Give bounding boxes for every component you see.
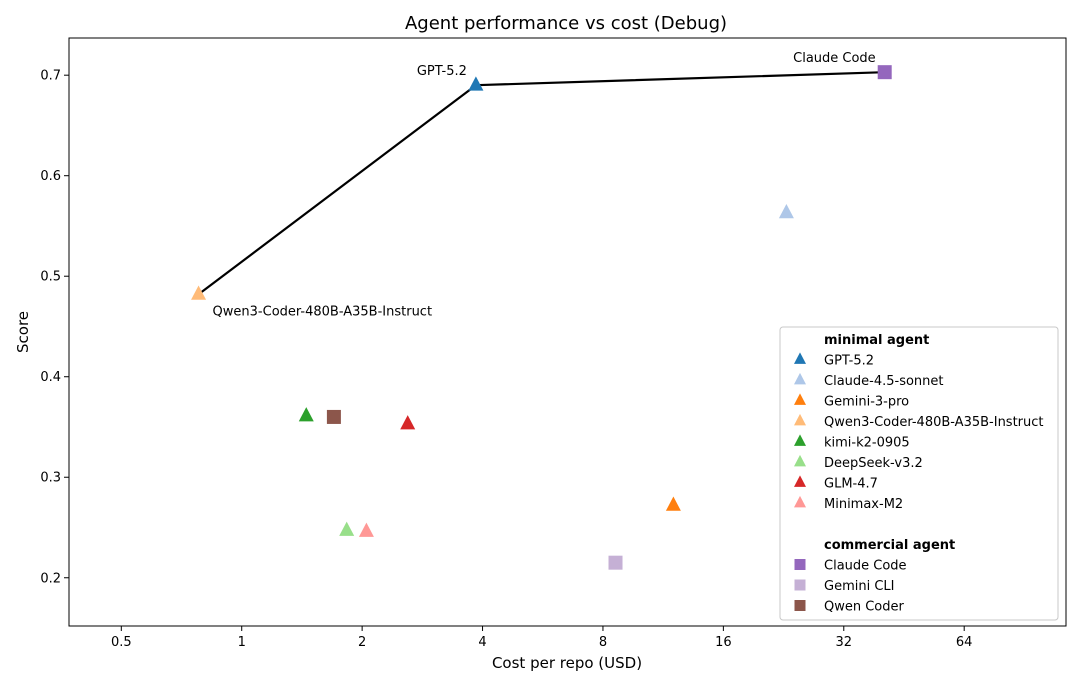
- legend-label-kimi-k2-0905: kimi-k2-0905: [824, 436, 910, 451]
- annotation-gpt-5-2: GPT-5.2: [417, 64, 467, 79]
- legend-label-gemini-3-pro: Gemini-3-pro: [824, 395, 909, 410]
- legend-label-gemini-cli: Gemini CLI: [824, 579, 894, 594]
- legend-label-glm-4-7: GLM-4.7: [824, 477, 878, 492]
- legend-label-gpt-5-2: GPT-5.2: [824, 354, 874, 369]
- x-axis-title: Cost per repo (USD): [492, 654, 642, 672]
- y-axis-title: Score: [14, 311, 32, 353]
- legend-label-deepseek-v3-2: DeepSeek-v3.2: [824, 456, 923, 471]
- legend-label-minimax-m2: Minimax-M2: [824, 497, 903, 512]
- data-points: [191, 65, 892, 570]
- legend-label-claude-code: Claude Code: [824, 559, 907, 574]
- x-tick-label: 32: [836, 635, 853, 650]
- legend-label-qwen-coder: Qwen Coder: [824, 600, 905, 615]
- x-tick-label: 2: [358, 635, 366, 650]
- legend-marker-deepseek-v3-2: [794, 454, 806, 467]
- legend: minimal agent GPT-5.2 Claude-4.5-sonnet Gem…: [779, 326, 1059, 621]
- x-tick-label: 64: [956, 635, 973, 650]
- y-tick-label: 0.6: [40, 169, 61, 184]
- frontier-line-group: [197, 71, 885, 296]
- x-tick-label: 4: [478, 635, 486, 650]
- legend-marker-gemini-3-pro: [794, 393, 806, 405]
- x-tick-label: 16: [715, 635, 732, 650]
- point-glm-4-7: [400, 415, 416, 430]
- legend-label-claude-4-5-sonnet: Claude-4.5-sonnet: [824, 374, 944, 389]
- point-qwen3-coder-480b-a35b-instruct: [191, 285, 207, 300]
- legend-marker-minimax-m2: [794, 495, 806, 508]
- y-tick-label: 0.4: [40, 370, 61, 385]
- y-tick-label: 0.3: [40, 471, 61, 486]
- point-gemini-cli: [608, 555, 623, 570]
- plot-frame: [68, 37, 1067, 627]
- x-axis-ticks: 0.5 1 2 4 8 16 32 64: [111, 626, 973, 650]
- annotation-claude-code: Claude Code: [793, 51, 876, 66]
- point-gpt-5-2: [468, 76, 484, 91]
- y-axis-ticks: 0.2 0.3 0.4 0.5 0.6 0.7: [40, 69, 69, 586]
- legend-heading-commercial-agent: commercial agent: [824, 538, 955, 553]
- annotation-qwen3-coder-480b-a35b-instruct: Qwen3-Coder-480B-A35B-Instruct: [213, 304, 433, 319]
- legend-marker-claude-4-5-sonnet: [794, 372, 806, 385]
- point-claude-code: [877, 65, 892, 80]
- legend-marker-glm-4-7: [794, 475, 806, 487]
- legend-marker-kimi-k2-0905: [794, 434, 806, 446]
- legend-label-qwen3-coder-480b-a35b-instruct: Qwen3-Coder-480B-A35B-Instruct: [824, 415, 1044, 430]
- y-tick-label: 0.7: [40, 69, 61, 84]
- point-kimi-k2-0905: [298, 407, 314, 422]
- point-deepseek-v3-2: [339, 521, 355, 536]
- y-tick-label: 0.5: [40, 270, 61, 285]
- legend-marker-qwen-coder: [794, 600, 806, 611]
- frontier-line: [197, 71, 885, 296]
- point-claude-4-5-sonnet: [778, 204, 794, 219]
- legend-box: [779, 326, 1059, 621]
- legend-heading-minimal-agent: minimal agent: [824, 333, 929, 348]
- point-qwen-coder: [326, 409, 341, 424]
- annotations: Qwen3-Coder-480B-A35B-Instruct GPT-5.2 Cla…: [213, 51, 876, 319]
- legend-marker-claude-code: [794, 559, 806, 570]
- legend-marker-gemini-cli: [794, 579, 806, 591]
- x-tick-label: 0.5: [111, 635, 132, 650]
- chart-title: Agent performance vs cost (Debug): [405, 13, 727, 34]
- x-tick-label: 1: [238, 635, 246, 650]
- x-tick-label: 8: [599, 635, 607, 650]
- point-minimax-m2: [358, 522, 374, 537]
- y-tick-label: 0.2: [40, 571, 61, 586]
- legend-marker-qwen3-coder-480b-a35b-instruct: [794, 413, 806, 426]
- legend-marker-gpt-5-2: [794, 352, 806, 364]
- point-gemini-3-pro: [665, 496, 681, 511]
